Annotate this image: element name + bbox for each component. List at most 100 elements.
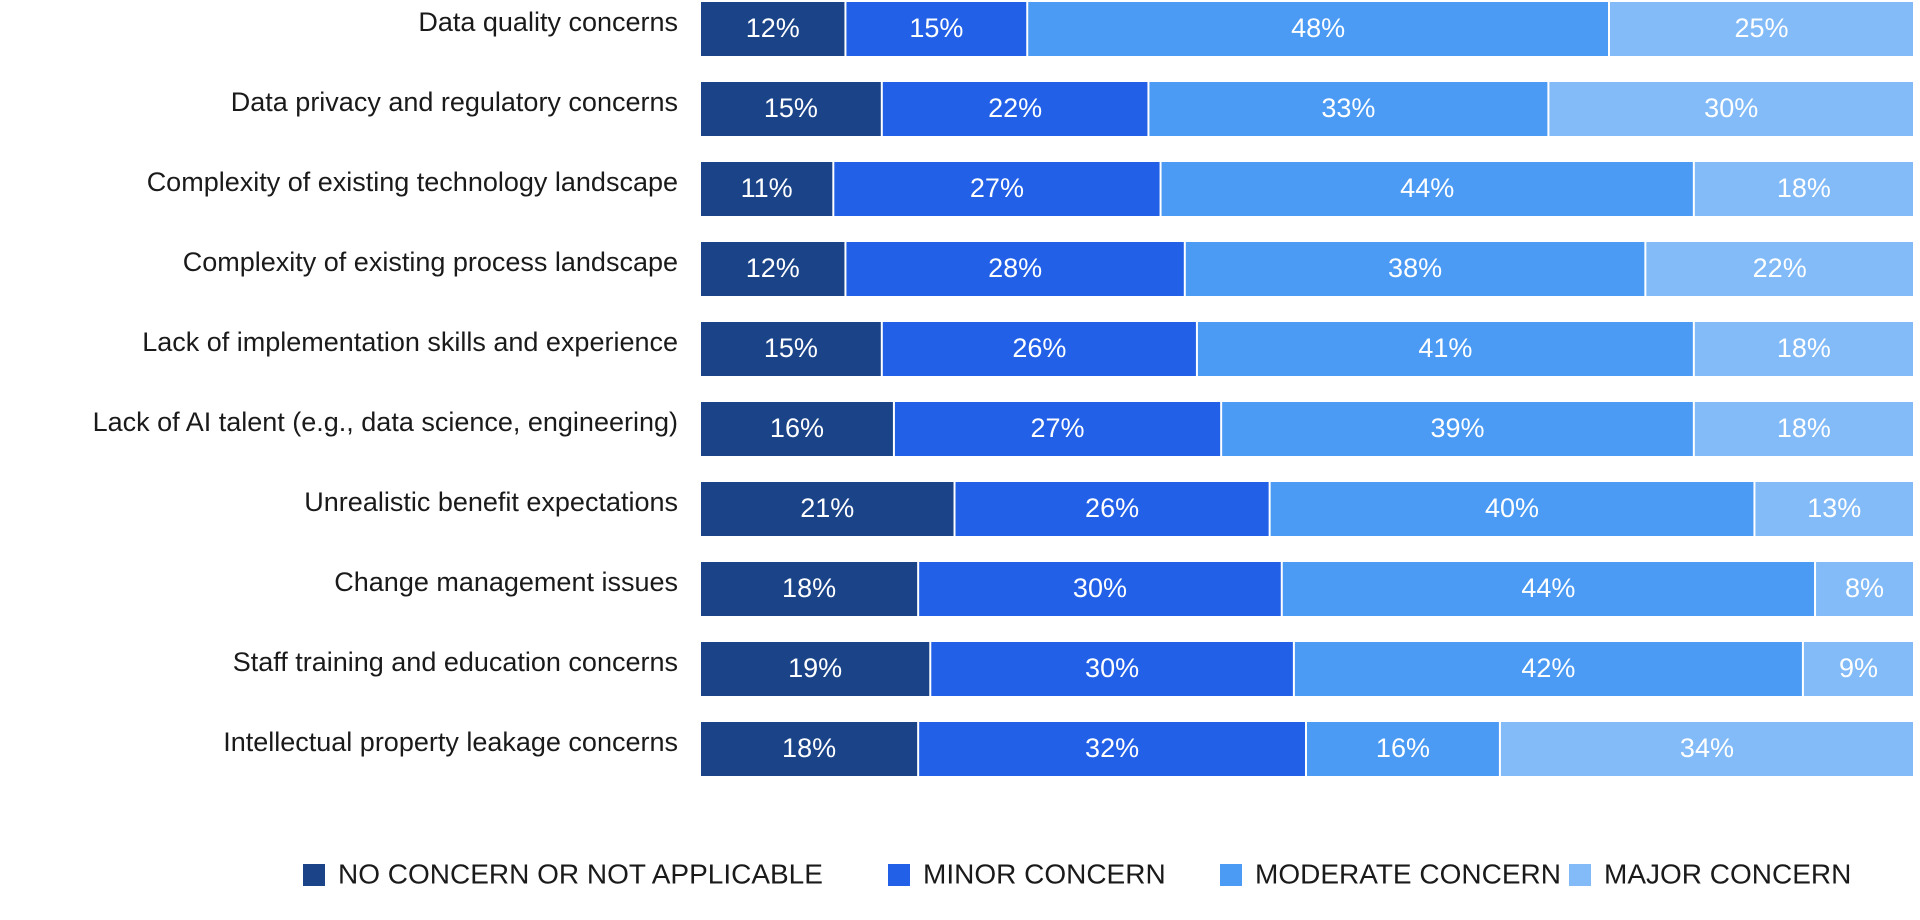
data-label: 25%	[1734, 13, 1788, 43]
data-label: 12%	[746, 253, 800, 283]
bar-segment	[1270, 482, 1754, 536]
bar-segment	[955, 482, 1269, 536]
data-label: 18%	[782, 573, 836, 603]
category-label: Complexity of existing technology landsc…	[147, 167, 678, 197]
legend-swatch	[1220, 864, 1242, 886]
data-label: 27%	[970, 173, 1024, 203]
category-label: Unrealistic benefit expectations	[304, 487, 678, 517]
bar-segment	[919, 562, 1281, 616]
data-label: 18%	[782, 733, 836, 763]
bar-segment	[701, 82, 881, 136]
bar-segment	[1149, 82, 1548, 136]
data-label: 13%	[1807, 493, 1861, 523]
bar-segment	[882, 82, 1148, 136]
bar-row: Lack of AI talent (e.g., data science, e…	[93, 402, 1913, 456]
bar-segment	[1803, 642, 1913, 696]
bar-segment	[1694, 322, 1913, 376]
data-label: 27%	[1031, 413, 1085, 443]
data-label: 18%	[1777, 173, 1831, 203]
bar-segment	[1694, 402, 1913, 456]
bar-segment	[701, 322, 881, 376]
bar-segment	[1755, 482, 1913, 536]
data-label: 38%	[1388, 253, 1442, 283]
bar-row: Change management issues 18% 30% 44% 8%	[334, 562, 1913, 616]
category-label: Change management issues	[334, 567, 678, 597]
legend: NO CONCERN OR NOT APPLICABLE MINOR CONCER…	[303, 858, 1851, 889]
data-label: 44%	[1521, 573, 1575, 603]
category-label: Data privacy and regulatory concerns	[231, 87, 678, 117]
data-label: 41%	[1418, 333, 1472, 363]
data-label: 39%	[1430, 413, 1484, 443]
bar-segment	[1197, 322, 1693, 376]
legend-swatch	[1569, 864, 1591, 886]
bar-row: Data quality concerns 12% 15% 48% 25%	[418, 2, 1913, 56]
data-label: 22%	[988, 93, 1042, 123]
data-label: 26%	[1012, 333, 1066, 363]
data-label: 12%	[746, 13, 800, 43]
legend-swatch	[888, 864, 910, 886]
bar-segment	[1549, 82, 1913, 136]
bar-segment	[846, 2, 1027, 56]
bar-segment	[1161, 162, 1693, 216]
data-label: 21%	[800, 493, 854, 523]
bar-segment	[1307, 722, 1499, 776]
legend-label: MODERATE CONCERN	[1255, 858, 1561, 889]
data-label: 32%	[1085, 733, 1139, 763]
bar-segment	[834, 162, 1160, 216]
bar-segment	[1294, 642, 1802, 696]
data-label: 42%	[1521, 653, 1575, 683]
category-label: Intellectual property leakage concerns	[223, 727, 678, 757]
bar-row: Complexity of existing process landscape…	[183, 242, 1913, 296]
data-label: 16%	[1376, 733, 1430, 763]
bar-segment	[701, 642, 930, 696]
data-label: 9%	[1839, 653, 1878, 683]
legend-label: NO CONCERN OR NOT APPLICABLE	[338, 858, 823, 889]
bar-segment	[1646, 242, 1913, 296]
data-label: 18%	[1777, 333, 1831, 363]
bar-segment	[701, 562, 918, 616]
bar-segment	[1694, 162, 1913, 216]
bar-segment	[701, 242, 845, 296]
bar-row: Complexity of existing technology landsc…	[147, 162, 1913, 216]
data-label: 8%	[1845, 573, 1884, 603]
bar-segment	[846, 242, 1184, 296]
bar-segment	[1500, 722, 1913, 776]
data-label: 48%	[1291, 13, 1345, 43]
data-label: 30%	[1085, 653, 1139, 683]
bar-segment	[701, 722, 918, 776]
category-label: Staff training and education concerns	[233, 647, 678, 677]
data-label: 34%	[1680, 733, 1734, 763]
bar-segment	[1028, 2, 1608, 56]
data-label: 33%	[1321, 93, 1375, 123]
data-label: 18%	[1777, 413, 1831, 443]
bar-row: Data privacy and regulatory concerns 15% 2…	[231, 82, 1913, 136]
data-label: 15%	[909, 13, 963, 43]
data-label: 28%	[988, 253, 1042, 283]
category-label: Complexity of existing process landscape	[183, 247, 678, 277]
bar-segment	[1222, 402, 1693, 456]
data-label: 30%	[1704, 93, 1758, 123]
data-label: 26%	[1085, 493, 1139, 523]
data-label: 15%	[764, 93, 818, 123]
data-label: 40%	[1485, 493, 1539, 523]
data-label: 44%	[1400, 173, 1454, 203]
bar-segment	[1610, 2, 1913, 56]
bar-segment	[1816, 562, 1913, 616]
bar-row: Unrealistic benefit expectations 21% 26% 40…	[304, 482, 1913, 536]
bar-segment	[931, 642, 1293, 696]
bar-segment	[701, 162, 833, 216]
category-label: Data quality concerns	[418, 7, 678, 37]
category-label: Lack of implementation skills and experi…	[142, 327, 678, 357]
bar-row: Lack of implementation skills and experi…	[142, 322, 1913, 376]
legend-swatch	[303, 864, 325, 886]
data-label: 22%	[1753, 253, 1807, 283]
legend-label: MINOR CONCERN	[923, 858, 1166, 889]
bar-row: Staff training and education concerns 19%…	[233, 642, 1913, 696]
legend-label: MAJOR CONCERN	[1604, 858, 1851, 889]
bar-segment	[894, 402, 1221, 456]
bar-segment	[882, 322, 1196, 376]
data-label: 15%	[764, 333, 818, 363]
data-label: 11%	[741, 173, 793, 203]
